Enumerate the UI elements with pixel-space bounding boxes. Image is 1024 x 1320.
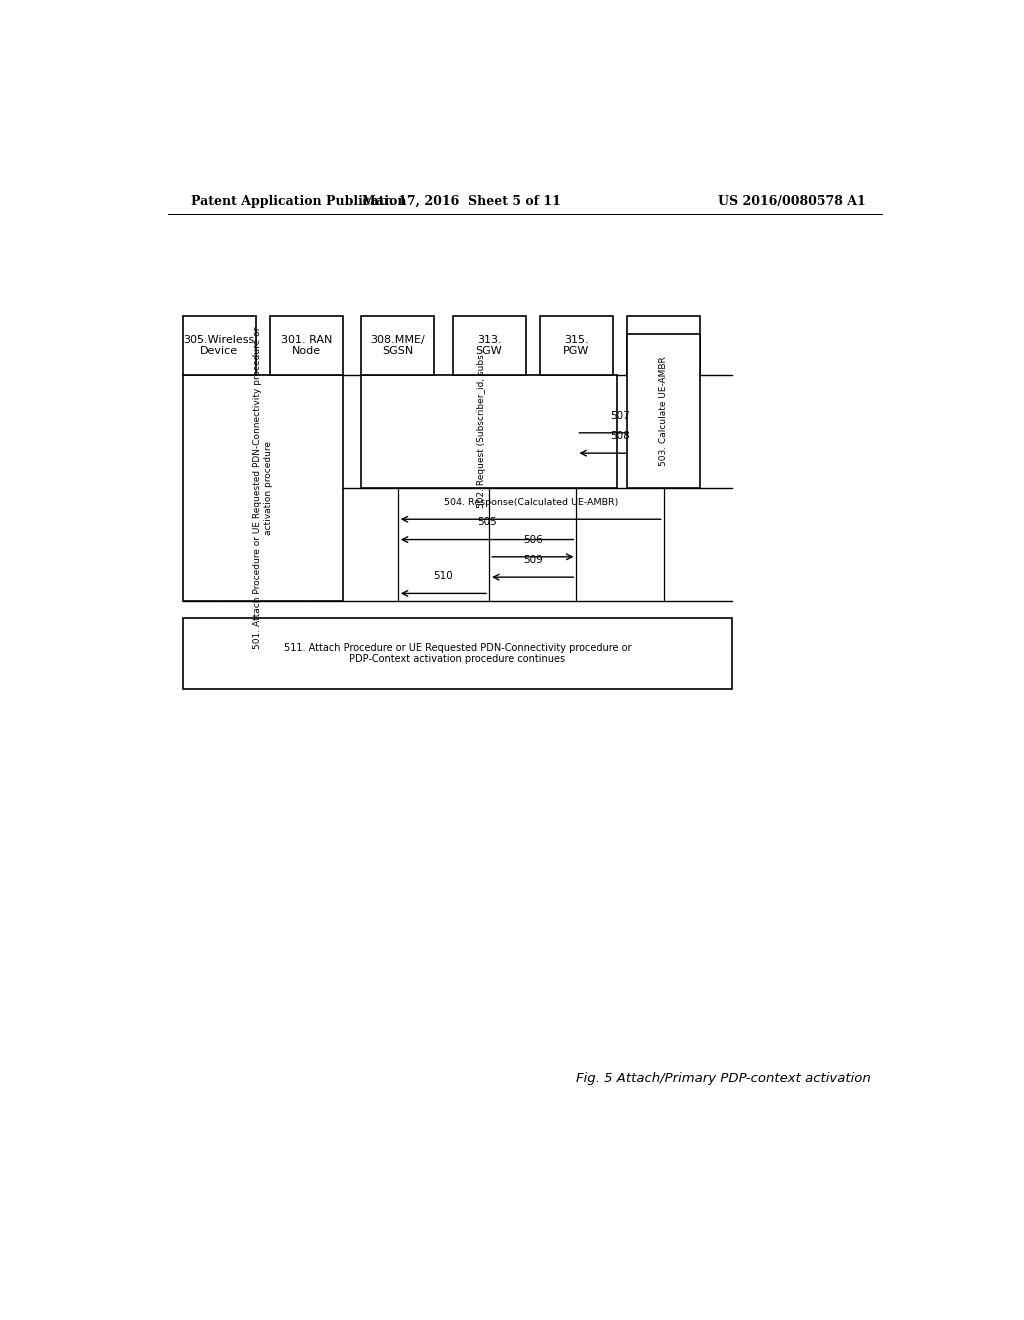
Bar bbox=[182, 618, 732, 689]
Text: 508: 508 bbox=[610, 430, 630, 441]
Text: Fig. 5 Attach/Primary PDP-context activation: Fig. 5 Attach/Primary PDP-context activa… bbox=[575, 1072, 870, 1085]
Bar bbox=[627, 334, 700, 487]
Bar bbox=[627, 315, 700, 375]
Text: 505: 505 bbox=[477, 517, 497, 528]
Text: 504. Response(Calculated UE-AMBR): 504. Response(Calculated UE-AMBR) bbox=[443, 498, 617, 507]
Bar bbox=[453, 315, 525, 375]
Text: 507: 507 bbox=[610, 411, 630, 421]
Text: Mar. 17, 2016  Sheet 5 of 11: Mar. 17, 2016 Sheet 5 of 11 bbox=[361, 194, 561, 207]
Text: 305.Wireless
Device: 305.Wireless Device bbox=[183, 334, 255, 356]
Text: 308.MME/
SGSN: 308.MME/ SGSN bbox=[371, 334, 425, 356]
Text: US 2016/0080578 A1: US 2016/0080578 A1 bbox=[718, 194, 866, 207]
Bar bbox=[182, 315, 256, 375]
Text: 503. Calculate UE-AMBR: 503. Calculate UE-AMBR bbox=[659, 356, 669, 466]
Text: 502. Request (Subscriber_id, subs: 502. Request (Subscriber_id, subs bbox=[476, 355, 485, 508]
Bar bbox=[361, 375, 616, 487]
Text: 511. Attach Procedure or UE Requested PDN-Connectivity procedure or
PDP-Context : 511. Attach Procedure or UE Requested PD… bbox=[284, 643, 631, 664]
Bar bbox=[540, 315, 613, 375]
Text: 509: 509 bbox=[523, 554, 543, 565]
Text: 506: 506 bbox=[523, 535, 543, 545]
Bar bbox=[361, 315, 434, 375]
Text: Patent Application Publication: Patent Application Publication bbox=[191, 194, 407, 207]
Text: 501. Attach Procedure or UE Requested PDN-Connectivity procedure or
activation p: 501. Attach Procedure or UE Requested PD… bbox=[253, 326, 272, 649]
Bar bbox=[182, 375, 343, 601]
Text: 320.
PCRF: 320. PCRF bbox=[649, 334, 678, 356]
Bar bbox=[270, 315, 343, 375]
Text: 315.
PGW: 315. PGW bbox=[563, 334, 590, 356]
Text: 313.
SGW: 313. SGW bbox=[476, 334, 503, 356]
Text: 510: 510 bbox=[433, 572, 454, 581]
Text: 301. RAN
Node: 301. RAN Node bbox=[281, 334, 332, 356]
